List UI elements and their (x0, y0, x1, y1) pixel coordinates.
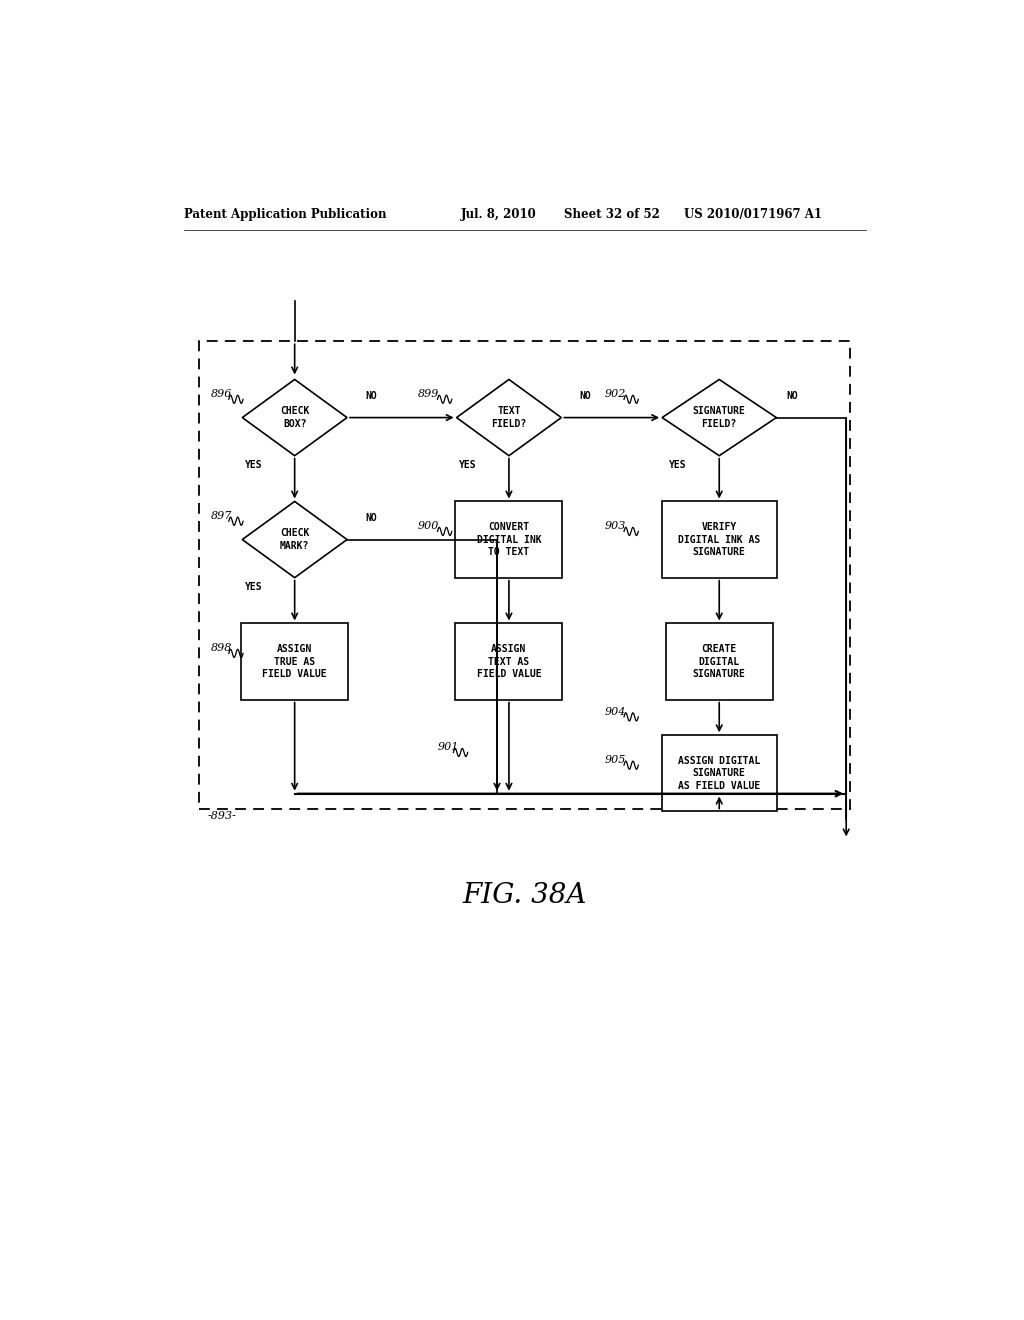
Text: 901: 901 (437, 742, 459, 752)
FancyBboxPatch shape (662, 502, 777, 578)
Text: 899: 899 (418, 389, 439, 399)
Text: ASSIGN DIGITAL
SIGNATURE
AS FIELD VALUE: ASSIGN DIGITAL SIGNATURE AS FIELD VALUE (678, 756, 761, 791)
Text: YES: YES (459, 461, 476, 470)
Text: ASSIGN
TEXT AS
FIELD VALUE: ASSIGN TEXT AS FIELD VALUE (476, 644, 542, 678)
Text: YES: YES (669, 461, 687, 470)
Text: NO: NO (580, 391, 591, 401)
FancyBboxPatch shape (662, 735, 777, 812)
Text: FIG. 38A: FIG. 38A (463, 882, 587, 908)
Text: 897: 897 (211, 511, 232, 521)
Text: NO: NO (786, 391, 798, 401)
Text: CREATE
DIGITAL
SIGNATURE: CREATE DIGITAL SIGNATURE (693, 644, 745, 678)
Text: NO: NO (365, 391, 377, 401)
Text: Patent Application Publication: Patent Application Publication (183, 207, 386, 220)
Text: CONVERT
DIGITAL INK
TO TEXT: CONVERT DIGITAL INK TO TEXT (476, 523, 542, 557)
Polygon shape (243, 502, 347, 578)
Text: 904: 904 (604, 708, 626, 717)
Text: TEXT
FIELD?: TEXT FIELD? (492, 407, 526, 429)
FancyBboxPatch shape (456, 623, 562, 700)
Text: CHECK
BOX?: CHECK BOX? (280, 407, 309, 429)
Text: Jul. 8, 2010: Jul. 8, 2010 (461, 207, 537, 220)
Text: 905: 905 (604, 755, 626, 766)
Text: SIGNATURE
FIELD?: SIGNATURE FIELD? (693, 407, 745, 429)
Text: YES: YES (245, 582, 262, 593)
Text: US 2010/0171967 A1: US 2010/0171967 A1 (684, 207, 821, 220)
Text: 903: 903 (604, 521, 626, 532)
Text: VERIFY
DIGITAL INK AS
SIGNATURE: VERIFY DIGITAL INK AS SIGNATURE (678, 523, 761, 557)
Text: YES: YES (245, 461, 262, 470)
FancyBboxPatch shape (241, 623, 348, 700)
Text: CHECK
MARK?: CHECK MARK? (280, 528, 309, 550)
Polygon shape (243, 379, 347, 455)
Text: -893-: -893- (207, 810, 237, 821)
Text: 898: 898 (211, 643, 232, 653)
FancyBboxPatch shape (666, 623, 773, 700)
Text: 896: 896 (211, 389, 232, 399)
FancyBboxPatch shape (456, 502, 562, 578)
Text: 900: 900 (418, 521, 439, 532)
Text: Sheet 32 of 52: Sheet 32 of 52 (564, 207, 660, 220)
Text: NO: NO (365, 513, 377, 523)
Text: 902: 902 (604, 389, 626, 399)
Polygon shape (663, 379, 776, 455)
Polygon shape (457, 379, 561, 455)
Text: ASSIGN
TRUE AS
FIELD VALUE: ASSIGN TRUE AS FIELD VALUE (262, 644, 327, 678)
